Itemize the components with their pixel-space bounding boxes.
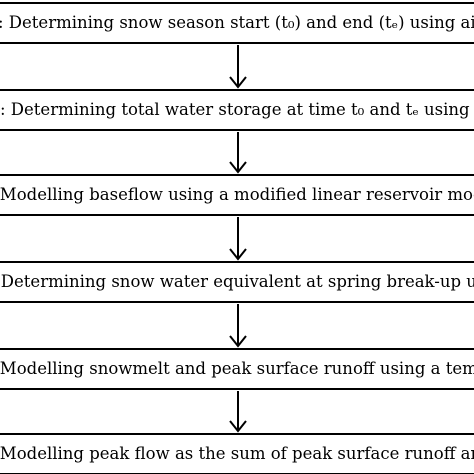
arrow-5-6 — [229, 391, 247, 433]
step-6-box: Step 6: Modelling peak flow as the sum o… — [0, 433, 474, 474]
step-4-text: Step 4: Determining snow water equivalen… — [0, 271, 474, 291]
arrow-3-4 — [229, 217, 247, 261]
step-6-text: Step 6: Modelling peak flow as the sum o… — [0, 443, 474, 463]
step-2-box: Step 2: Determining total water storage … — [0, 89, 474, 131]
step-5-text: Step 5: Modelling snowmelt and peak surf… — [0, 358, 474, 378]
arrow-1-2 — [229, 45, 247, 89]
arrow-4-5 — [229, 304, 247, 348]
step-1-text: Step 1: Determining snow season start (t… — [0, 12, 474, 32]
step-4-box: Step 4: Determining snow water equivalen… — [0, 261, 474, 303]
step-5-box: Step 5: Modelling snowmelt and peak surf… — [0, 348, 474, 390]
arrow-2-3 — [229, 132, 247, 174]
step-1-box: Step 1: Determining snow season start (t… — [0, 2, 474, 44]
step-3-box: Step 3: Modelling baseflow using a modif… — [0, 174, 474, 216]
step-2-text: Step 2: Determining total water storage … — [0, 99, 474, 119]
step-3-text: Step 3: Modelling baseflow using a modif… — [0, 184, 474, 204]
